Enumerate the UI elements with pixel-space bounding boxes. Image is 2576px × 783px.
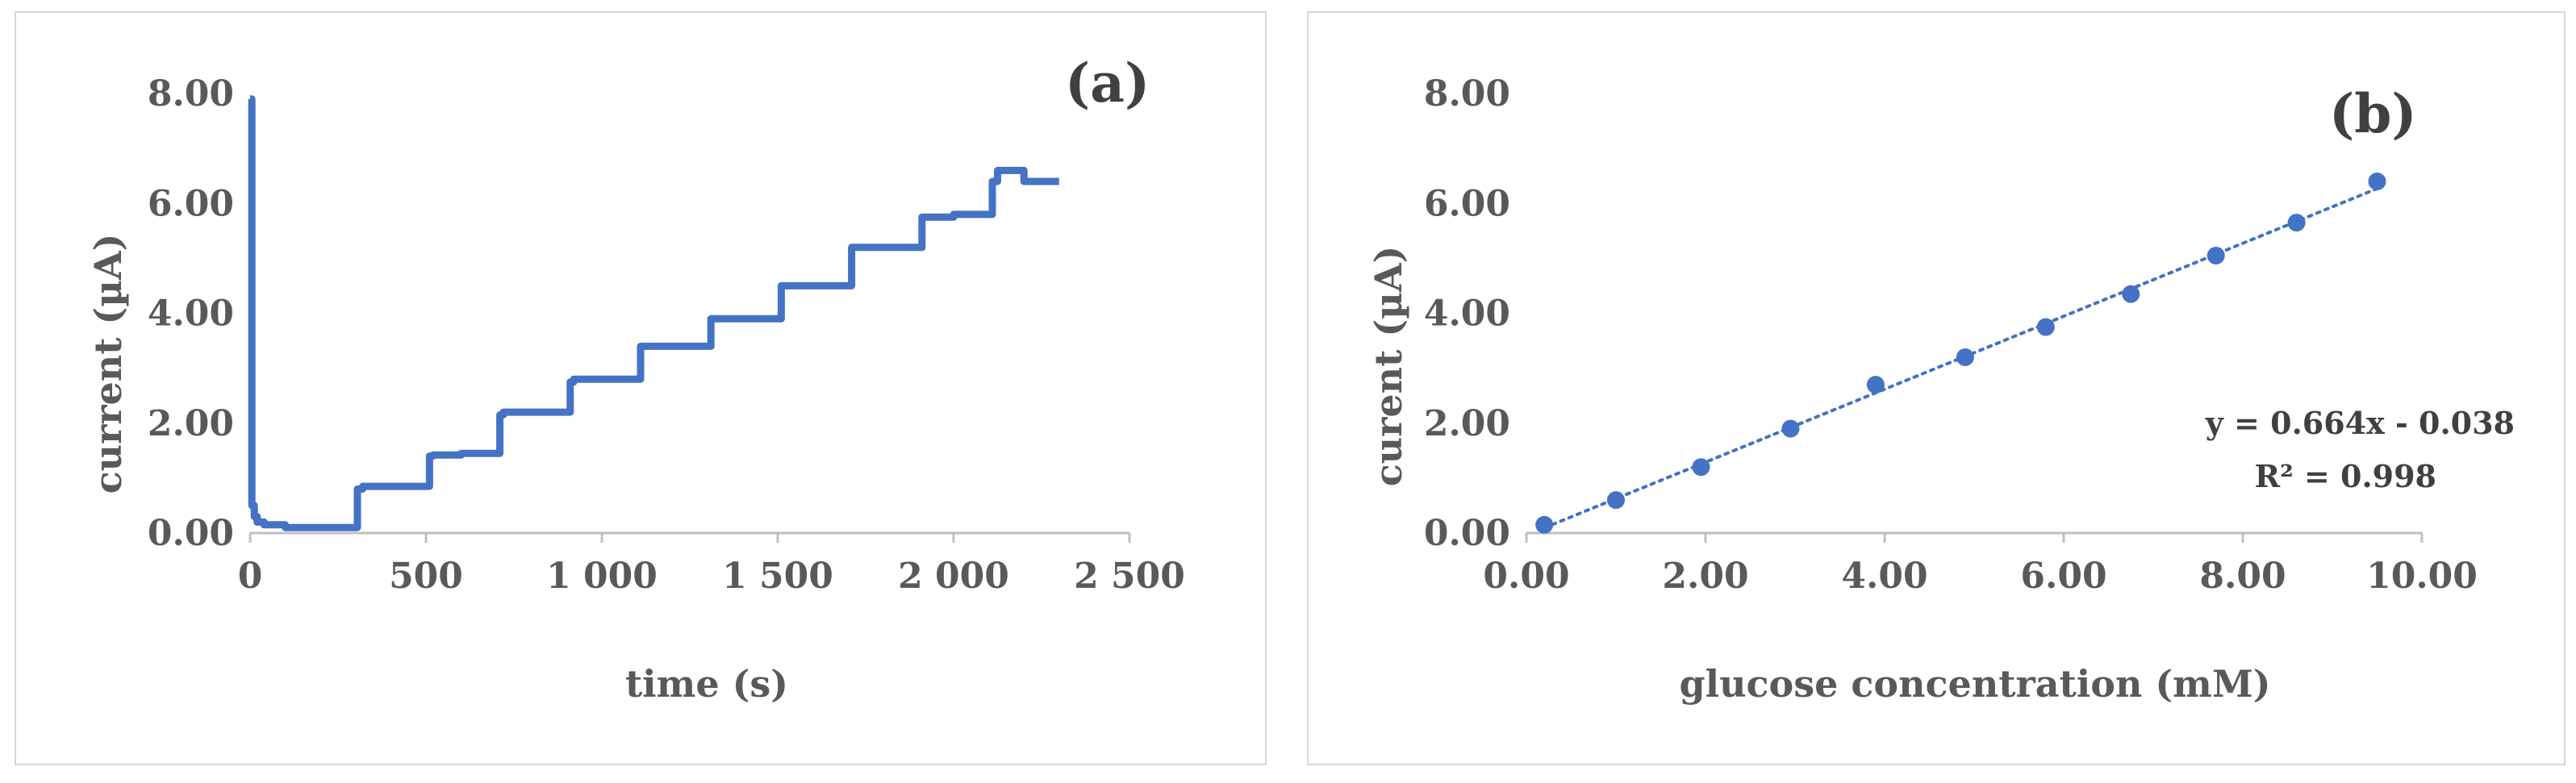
data-point xyxy=(2287,214,2306,232)
chart-panel-a: (a) current (µA) time (s) 0 500 1 000 1 500… xyxy=(15,11,1267,765)
panel-label-a: (a) xyxy=(1065,52,1150,115)
x-axis-title-a: time (s) xyxy=(625,662,788,706)
y-tick-label: 0.00 xyxy=(148,513,234,554)
y-tick-label: 2.00 xyxy=(1424,403,1510,444)
y-tick-label: 6.00 xyxy=(148,183,234,224)
data-point xyxy=(1692,458,1710,477)
series-line xyxy=(248,95,1059,531)
x-tick-label: 2.00 xyxy=(1662,556,1748,597)
x-tick-label: 500 xyxy=(389,556,463,597)
data-point xyxy=(1607,491,1625,510)
data-point xyxy=(2368,173,2386,190)
y-tick-label: 8.00 xyxy=(1424,73,1510,115)
data-point xyxy=(2207,246,2225,264)
trendline-equation: y = 0.664x - 0.038 xyxy=(2205,405,2515,441)
y-tick-label: 4.00 xyxy=(148,294,234,335)
trendline xyxy=(1543,186,2379,530)
panel-label-b: (b) xyxy=(2329,82,2417,145)
x-tick-label: 2 000 xyxy=(898,556,1009,597)
y-axis-title-a: current (µA) xyxy=(86,234,130,494)
x-tick-label: 2 500 xyxy=(1074,556,1185,597)
x-tick-label: 1 000 xyxy=(546,556,658,597)
y-tick-label: 0.00 xyxy=(1424,513,1510,554)
chart-panel-b: (b) curent (µA) glucose concentration (m… xyxy=(1307,11,2566,765)
data-point xyxy=(2036,318,2055,336)
data-point xyxy=(1866,376,1885,394)
x-tick-label: 4.00 xyxy=(1841,556,1927,597)
y-tick-label: 6.00 xyxy=(1424,183,1510,224)
x-tick-label: 1 500 xyxy=(722,556,833,597)
chart-b-svg: (b) curent (µA) glucose concentration (m… xyxy=(1367,73,2515,706)
data-point xyxy=(1956,348,1974,366)
x-tick-label: 8.00 xyxy=(2199,556,2286,597)
y-tick-label: 4.00 xyxy=(1424,294,1510,335)
data-point xyxy=(1781,419,1800,438)
x-tick-label: 10.00 xyxy=(2366,556,2478,597)
chart-a-svg: (a) current (µA) time (s) 0 500 1 000 1 500… xyxy=(86,52,1185,706)
x-axis-title-b: glucose concentration (mM) xyxy=(1679,662,2270,706)
x-tick-label: 0.00 xyxy=(1483,556,1569,597)
data-point xyxy=(1535,515,1554,534)
x-tick-label: 6.00 xyxy=(2020,556,2106,597)
data-point xyxy=(2122,285,2140,303)
y-tick-label: 8.00 xyxy=(148,73,234,115)
y-axis-title-b: curent (µA) xyxy=(1367,246,1410,487)
r-squared-label: R² = 0.998 xyxy=(2254,458,2436,494)
y-tick-label: 2.00 xyxy=(148,403,234,444)
x-tick-label: 0 xyxy=(238,556,263,597)
